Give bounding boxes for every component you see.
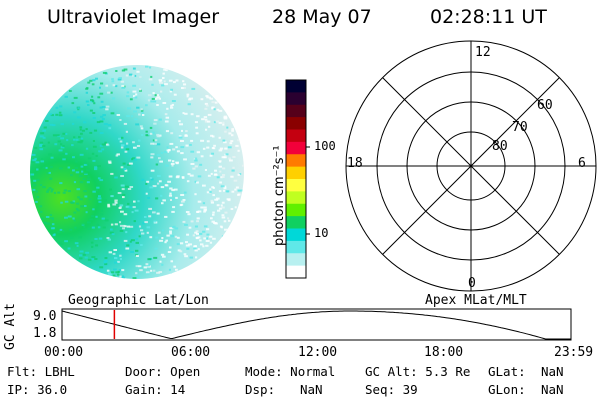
footer-glon-label: GLon: bbox=[488, 382, 526, 397]
uv-image-disk bbox=[30, 65, 244, 279]
colorbar-segment bbox=[286, 80, 306, 93]
colorbar-segment bbox=[286, 129, 306, 143]
colorbar-segment bbox=[286, 179, 306, 192]
footer-glat-label: GLat: bbox=[488, 364, 526, 379]
colorbar-tick-10: 10 bbox=[314, 226, 329, 240]
colorbar bbox=[285, 79, 310, 279]
timeline-x-tick-0: 00:00 bbox=[44, 345, 84, 360]
footer-seq: Seq: 39 bbox=[365, 382, 418, 397]
footer-door: Door: Open bbox=[125, 364, 201, 379]
colorbar-segment bbox=[286, 253, 306, 267]
polar-grid bbox=[345, 40, 597, 292]
colorbar-segment bbox=[286, 154, 306, 168]
date-label: 28 May 07 bbox=[272, 6, 372, 28]
colorbar-segment bbox=[286, 92, 306, 106]
lat-label-60: 60 bbox=[537, 98, 553, 113]
mlt-label-0: 0 bbox=[468, 276, 476, 291]
footer-glon-value: NaN bbox=[541, 382, 564, 397]
lat-label-70: 70 bbox=[512, 120, 528, 135]
colorbar-unit-label: photon cm⁻²s⁻¹ bbox=[272, 145, 287, 246]
timeline-y-tick-bottom: 1.8 bbox=[33, 326, 57, 341]
footer-flt: Flt: LBHL bbox=[7, 364, 75, 379]
footer-dsp-label: Dsp: bbox=[245, 382, 276, 397]
colorbar-segment bbox=[286, 191, 306, 205]
colorbar-segment bbox=[286, 228, 306, 242]
mlt-label-12: 12 bbox=[475, 45, 491, 60]
timeline-y-tick-top: 9.0 bbox=[33, 309, 57, 324]
mlt-label-18: 18 bbox=[347, 156, 363, 171]
footer-ip: IP: 36.0 bbox=[7, 382, 68, 397]
timeline-x-tick-2: 12:00 bbox=[298, 345, 338, 360]
colorbar-segment bbox=[286, 203, 306, 217]
instrument-title: Ultraviolet Imager bbox=[47, 6, 220, 28]
footer-gc-alt: GC Alt: 5.3 Re bbox=[365, 364, 471, 379]
colorbar-segment bbox=[286, 141, 306, 155]
timeline-right-caption: Apex MLat/MLT bbox=[425, 293, 527, 308]
timeline-x-tick-4: 23:59 bbox=[554, 345, 594, 360]
timeline-left-caption: Geographic Lat/Lon bbox=[68, 293, 209, 308]
colorbar-segment bbox=[286, 216, 306, 229]
footer-gain: Gain: 14 bbox=[125, 382, 186, 397]
footer-glat-value: NaN bbox=[541, 364, 564, 379]
colorbar-segment bbox=[286, 117, 306, 130]
time-label: 02:28:11 UT bbox=[430, 6, 547, 28]
colorbar-segment bbox=[286, 104, 306, 118]
mlt-label-6: 6 bbox=[578, 156, 586, 171]
altitude-timeline bbox=[61, 308, 572, 341]
colorbar-segment bbox=[286, 265, 306, 279]
footer-mode: Mode: Normal bbox=[245, 364, 336, 379]
colorbar-segment bbox=[286, 166, 306, 180]
colorbar-tick-100: 100 bbox=[314, 139, 336, 153]
footer-dsp-value: NaN bbox=[300, 382, 323, 397]
lat-label-80: 80 bbox=[492, 139, 508, 154]
timeline-y-label: GC Alt bbox=[3, 303, 18, 350]
timeline-x-tick-1: 06:00 bbox=[171, 345, 211, 360]
timeline-x-tick-3: 18:00 bbox=[424, 345, 464, 360]
colorbar-segment bbox=[286, 240, 306, 254]
